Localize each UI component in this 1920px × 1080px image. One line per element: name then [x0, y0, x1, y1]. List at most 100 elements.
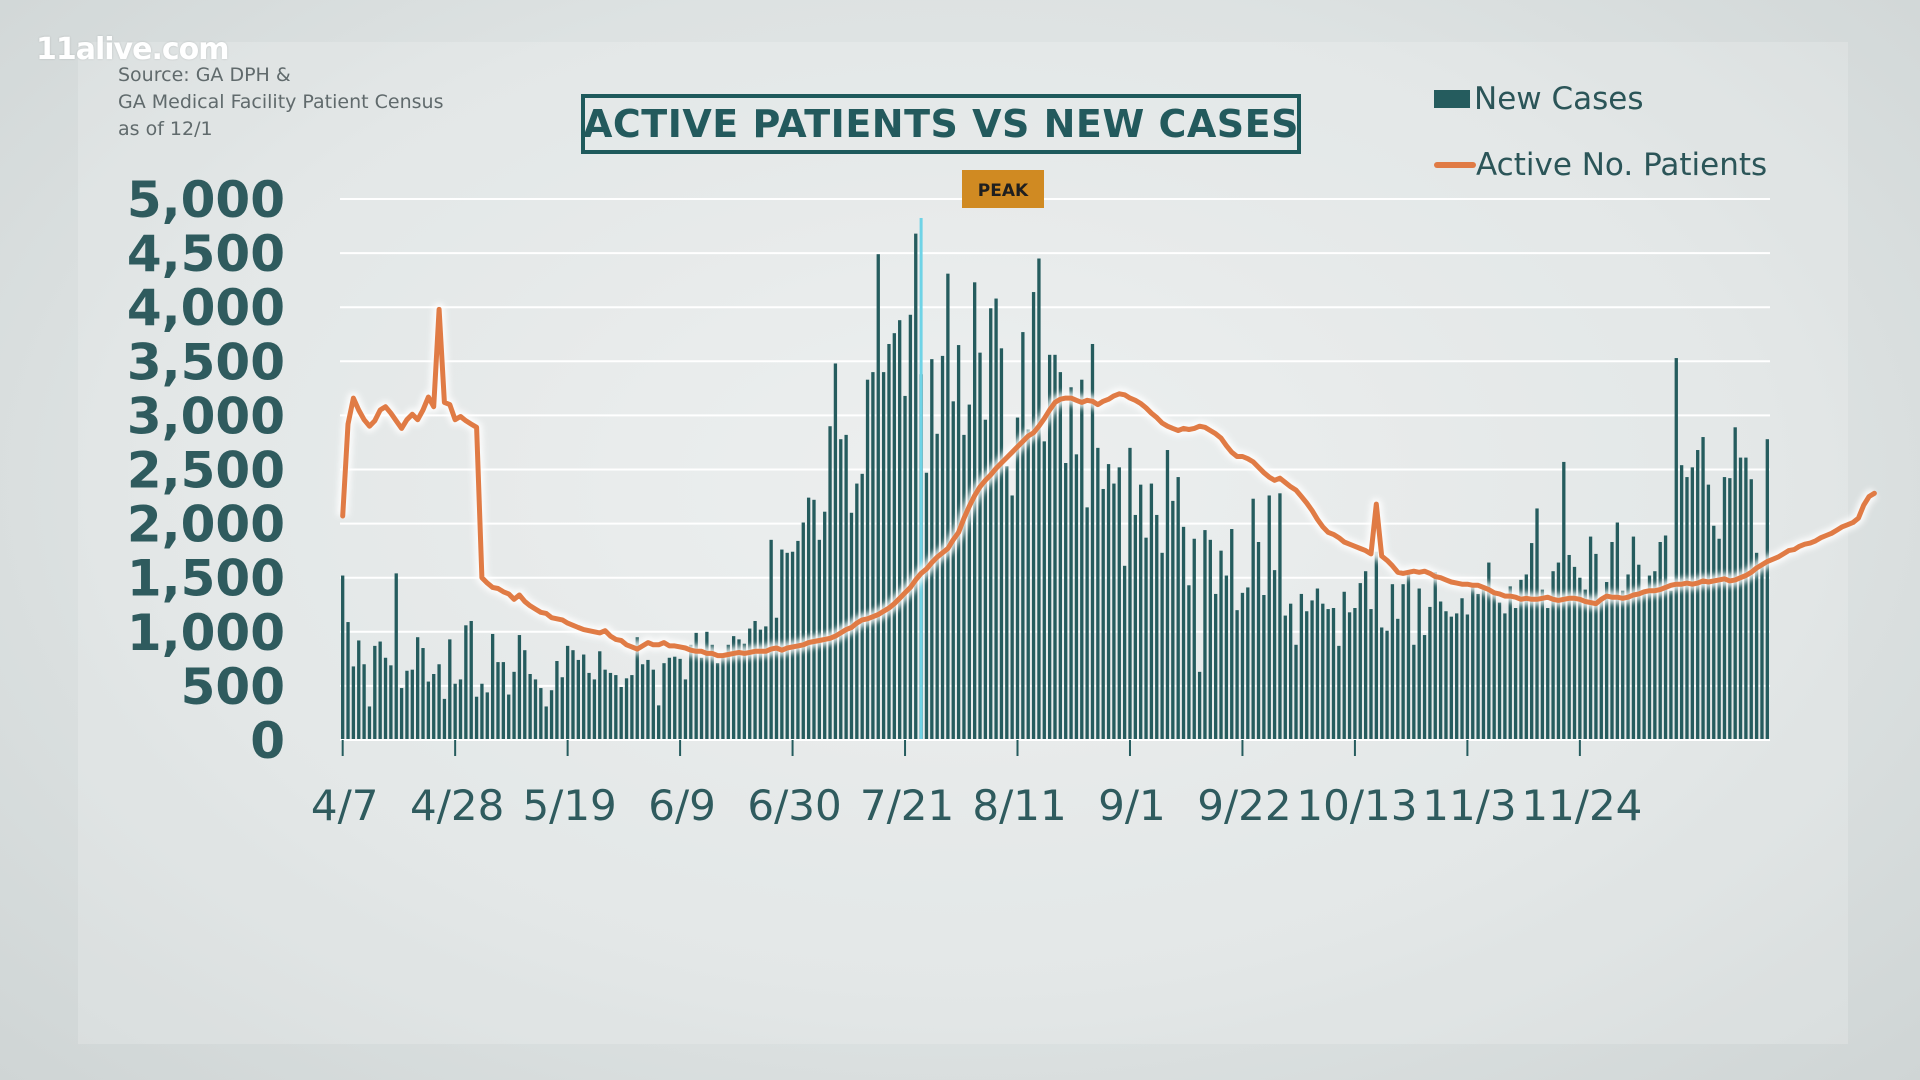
new-cases-bar [844, 434, 848, 740]
new-cases-bar [774, 617, 779, 740]
new-cases-bar [951, 401, 955, 740]
chart-title: ACTIVE PATIENTS VS NEW CASES [582, 102, 1300, 146]
new-cases-bar [1428, 606, 1432, 740]
new-cases-bar [501, 662, 506, 740]
new-cases-bar [464, 625, 468, 740]
new-cases-bar [673, 656, 677, 740]
new-cases-bar [1369, 609, 1373, 740]
y-axis-ticks: 05001,0001,5002,0002,5003,0003,5004,0004… [127, 171, 285, 770]
new-cases-bar [1481, 588, 1486, 740]
new-cases-bar [806, 497, 811, 740]
new-cases-bar [378, 641, 382, 740]
new-cases-bar [346, 622, 350, 740]
new-cases-bar [662, 663, 666, 740]
new-cases-bar [1433, 572, 1437, 740]
new-cases-bar [1401, 584, 1405, 740]
new-cases-bar [1112, 483, 1116, 740]
new-cases-bar [1765, 439, 1769, 740]
new-cases-bar [533, 679, 538, 740]
new-cases-bar [362, 664, 366, 740]
new-cases-bar [646, 659, 650, 740]
new-cases-bar [1074, 454, 1079, 740]
new-cases-bar [833, 363, 838, 740]
new-cases-bar [1712, 525, 1716, 740]
new-cases-bar [1583, 589, 1587, 740]
y-tick-label: 4,000 [127, 279, 285, 337]
new-cases-bar [1449, 616, 1453, 740]
source-note: Source: GA DPH & GA Medical Facility Pat… [118, 62, 443, 143]
new-cases-bar [764, 626, 768, 740]
new-cases-bar [1535, 508, 1539, 740]
new-cases-bar [1578, 577, 1582, 740]
new-cases-bar [1203, 530, 1207, 740]
new-cases-bar [351, 666, 356, 740]
new-cases-bar [1674, 358, 1678, 740]
new-cases-bar [1337, 645, 1341, 740]
new-cases-bar [694, 632, 698, 740]
new-cases-bar [1390, 584, 1395, 740]
y-tick-label: 3,500 [127, 333, 285, 391]
new-cases-bar [1604, 582, 1609, 740]
y-tick-label: 1,000 [127, 604, 285, 662]
x-tick-label: 7/21 [860, 781, 954, 830]
legend-item-new-cases: New Cases [1434, 66, 1767, 132]
new-cases-bar [1406, 570, 1411, 740]
new-cases-bar [1315, 588, 1320, 740]
legend-label-active-patients: Active No. Patients [1476, 147, 1768, 183]
new-cases-bar [1256, 541, 1261, 740]
new-cases-bar [689, 644, 693, 740]
new-cases-bar [1155, 514, 1159, 740]
new-cases-bar [1133, 514, 1137, 740]
peak-label-box [962, 170, 1044, 208]
new-cases-bar [1572, 566, 1577, 740]
source-line-3: as of 12/1 [118, 118, 213, 140]
new-cases-bar [678, 658, 682, 740]
new-cases-bar [1015, 417, 1020, 740]
new-cases-bar [1722, 477, 1727, 740]
new-cases-bar [367, 706, 372, 740]
new-cases-bar [1101, 488, 1105, 740]
new-cases-bar [496, 662, 500, 740]
new-cases-bar [1310, 600, 1314, 740]
new-cases-bar [1728, 478, 1732, 740]
new-cases-bar [731, 636, 736, 740]
new-cases-bar [1058, 372, 1063, 740]
new-cases-bar [855, 483, 859, 740]
new-cases-bar [389, 665, 393, 740]
new-cases-bar [1540, 589, 1545, 740]
peak-annotation: PEAK [919, 170, 1044, 740]
new-cases-bar [598, 651, 602, 740]
new-cases-bar [1647, 575, 1652, 740]
new-cases-bar [614, 675, 618, 740]
new-cases-bar [1546, 607, 1550, 740]
new-cases-bar [903, 395, 907, 740]
new-cases-bar [962, 434, 966, 740]
chart-title-box: ACTIVE PATIENTS VS NEW CASES [581, 94, 1301, 154]
new-cases-bar [1744, 457, 1748, 740]
new-cases-bar [539, 688, 543, 740]
legend-label-new-cases: New Cases [1474, 81, 1644, 117]
y-tick-label: 2,500 [127, 442, 285, 500]
new-cases-bar [758, 629, 763, 740]
new-cases-bar [373, 645, 377, 740]
new-cases-bar [683, 679, 688, 740]
new-cases-bar [405, 670, 409, 740]
new-cases-bar [994, 298, 998, 740]
new-cases-bar [432, 673, 436, 740]
new-cases-bar [1342, 591, 1346, 740]
new-cases-bar [769, 539, 773, 740]
legend-item-active-patients: Active No. Patients [1434, 132, 1767, 198]
new-cases-bar [1396, 618, 1400, 740]
new-cases-bar [1176, 477, 1180, 740]
new-cases-bar [801, 522, 805, 740]
new-cases-bar [1122, 565, 1127, 740]
new-cases-bar [1128, 447, 1132, 740]
new-cases-bar [421, 648, 425, 740]
new-cases-bar [898, 320, 902, 740]
new-cases-bar [1171, 500, 1175, 740]
new-cases-bar [1294, 644, 1298, 740]
new-cases-bar [1615, 522, 1620, 740]
new-cases-bar [967, 404, 971, 740]
new-cases-bar [1658, 541, 1662, 740]
new-cases-bar [394, 573, 398, 740]
